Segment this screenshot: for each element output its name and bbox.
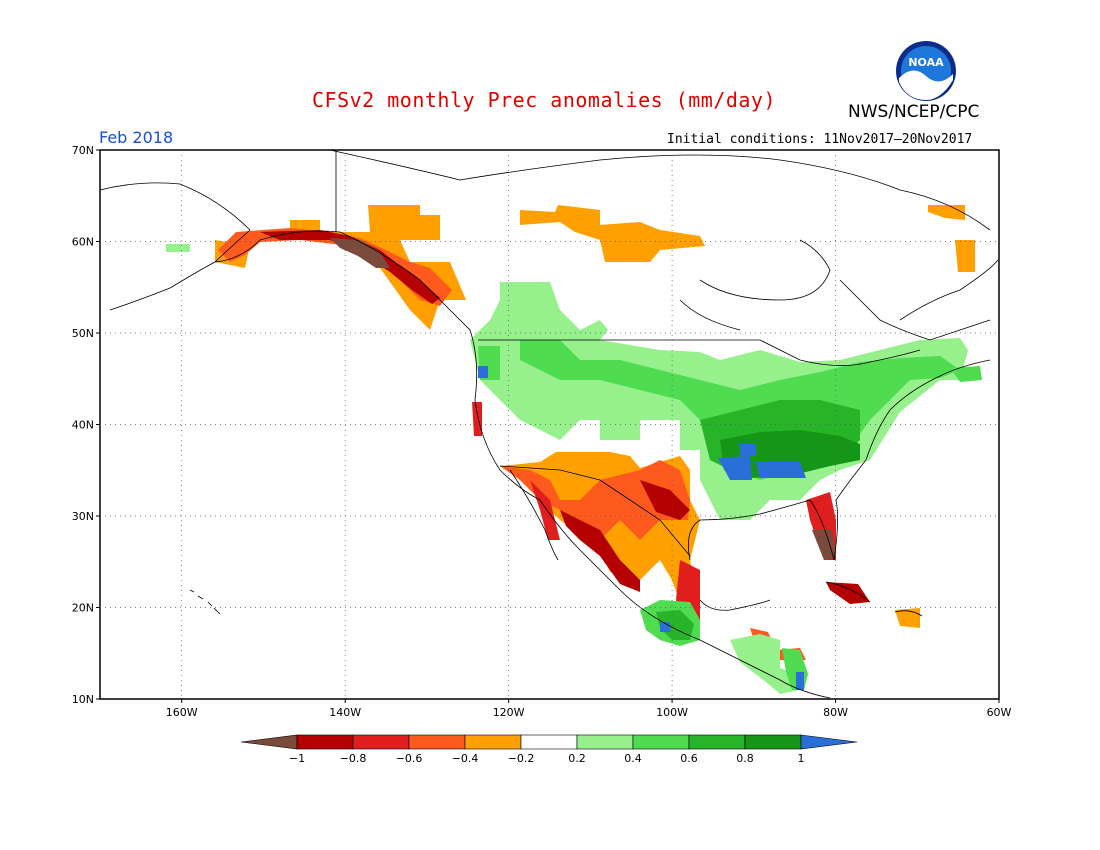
lon-tick-label: 80W bbox=[823, 706, 848, 719]
colorbar-tick-label: 0.8 bbox=[736, 752, 754, 765]
dry-region-hispaniola bbox=[895, 608, 920, 628]
colorbar-segment bbox=[296, 734, 354, 750]
lat-tick-label: 60N bbox=[72, 236, 94, 249]
dry-region-sw-moderate bbox=[500, 460, 690, 540]
coastline-labrador bbox=[839, 259, 999, 341]
lat-tick-label: 70N bbox=[72, 144, 94, 157]
longitude-labels: 160W 140W 120W 100W 80W 60W bbox=[166, 699, 1012, 719]
coastline-arctic bbox=[329, 149, 991, 231]
colorbar-labels: −1 −0.8 −0.6 −0.4 −0.2 0.2 0.4 0.6 0.8 1 bbox=[289, 752, 805, 765]
coastline-yucatan bbox=[699, 599, 771, 611]
agency-label: NWS/NCEP/CPC bbox=[848, 102, 980, 122]
noaa-logo-icon: NOAA bbox=[896, 41, 956, 101]
anomaly-fields bbox=[166, 205, 982, 694]
wet-region-mexico-strong bbox=[656, 610, 694, 640]
coastline-hispaniola bbox=[894, 610, 923, 617]
colorbar-segment bbox=[408, 734, 466, 750]
dry-region-labrador-2 bbox=[955, 240, 975, 272]
border-us-mexico bbox=[499, 465, 691, 557]
coastline-east bbox=[865, 359, 991, 461]
colorbar-tick-label: 1 bbox=[798, 752, 805, 765]
colorbar-segment bbox=[520, 734, 578, 750]
colorbar-tick-label: 0.4 bbox=[624, 752, 642, 765]
colorbar-tick-label: −0.8 bbox=[340, 752, 367, 765]
dry-region-baja bbox=[530, 480, 560, 540]
colorbar-segment bbox=[632, 734, 690, 750]
dry-region-labrador bbox=[928, 205, 965, 220]
wet-region-aleutian bbox=[166, 244, 190, 252]
wet-region-blue-2 bbox=[756, 462, 806, 478]
dry-region-mexico-strong bbox=[560, 510, 640, 592]
colorbar-segment bbox=[576, 734, 634, 750]
colorbar bbox=[240, 734, 858, 750]
colorbar-segment bbox=[352, 734, 410, 750]
lon-tick-label: 120W bbox=[493, 706, 525, 719]
lon-tick-label: 60W bbox=[987, 706, 1012, 719]
coastline-pacific bbox=[339, 231, 831, 699]
lon-tick-label: 160W bbox=[166, 706, 198, 719]
initial-conditions: Initial conditions: 11Nov2017–20Nov2017 bbox=[667, 132, 973, 147]
colorbar-tick-label: −0.4 bbox=[452, 752, 479, 765]
coastline-hawaii bbox=[189, 589, 221, 615]
latitude-labels: 70N 60N 50N 40N 30N 20N 10N bbox=[72, 144, 100, 706]
dry-region-canada-north bbox=[520, 205, 705, 262]
colorbar-segment bbox=[464, 734, 522, 750]
lat-tick-label: 40N bbox=[72, 419, 94, 432]
lon-tick-label: 140W bbox=[329, 706, 361, 719]
wet-region-panama-blue bbox=[796, 672, 804, 690]
forecast-period: Feb 2018 bbox=[99, 128, 174, 147]
lat-tick-label: 20N bbox=[72, 602, 94, 615]
dry-region-ak-weak bbox=[215, 205, 466, 330]
wet-region-blue-3 bbox=[740, 444, 756, 456]
lon-tick-label: 100W bbox=[656, 706, 688, 719]
lat-tick-label: 30N bbox=[72, 510, 94, 523]
colorbar-segment bbox=[688, 734, 746, 750]
colorbar-tick-label: −1 bbox=[289, 752, 305, 765]
coastline-baja bbox=[509, 469, 559, 561]
wet-region-oregon-blue bbox=[478, 366, 488, 378]
coastline-alaska bbox=[99, 182, 341, 311]
lat-tick-label: 10N bbox=[72, 693, 94, 706]
colorbar-tick-label: −0.6 bbox=[396, 752, 423, 765]
colorbar-end-low bbox=[240, 734, 298, 750]
dry-region-cuba bbox=[826, 582, 870, 604]
coastline-gulf bbox=[687, 459, 867, 561]
border-us-canada bbox=[478, 339, 921, 366]
noaa-logo-text: NOAA bbox=[908, 56, 944, 69]
wet-region-tennessee bbox=[720, 430, 860, 478]
wet-region-nova-scotia bbox=[950, 366, 982, 382]
dry-region-texas bbox=[640, 480, 690, 520]
colorbar-tick-label: 0.6 bbox=[680, 752, 698, 765]
colorbar-tick-label: −0.2 bbox=[508, 752, 535, 765]
dry-region-florida-extreme bbox=[812, 530, 836, 560]
coastline-cuba bbox=[825, 581, 871, 603]
coastline-hudson-bay bbox=[679, 239, 831, 331]
lat-tick-label: 50N bbox=[72, 327, 94, 340]
wet-region-blue-1 bbox=[718, 456, 752, 480]
wet-region-central-america bbox=[730, 634, 800, 694]
colorbar-tick-label: 0.2 bbox=[568, 752, 586, 765]
coastlines bbox=[99, 149, 999, 699]
dry-region-california bbox=[472, 402, 482, 436]
map-title: CFSv2 monthly Prec anomalies (mm/day) bbox=[312, 88, 777, 112]
colorbar-segment bbox=[744, 734, 802, 750]
colorbar-end-high bbox=[800, 734, 858, 750]
